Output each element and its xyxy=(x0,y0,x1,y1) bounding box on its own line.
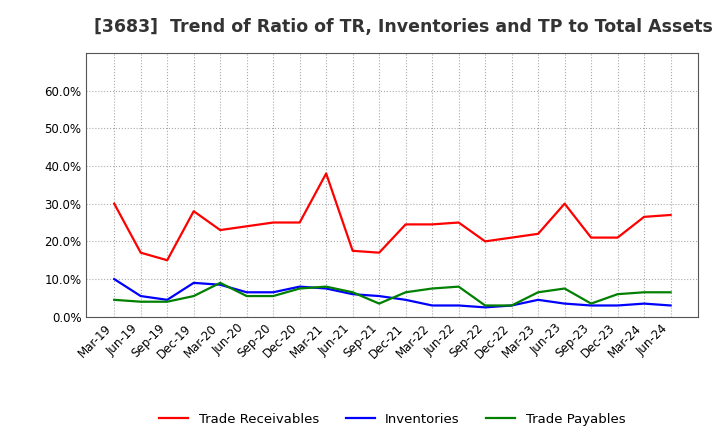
Inventories xyxy=(322,286,330,291)
Trade Payables xyxy=(640,290,649,295)
Inventories xyxy=(348,292,357,297)
Text: [3683]  Trend of Ratio of TR, Inventories and TP to Total Assets: [3683] Trend of Ratio of TR, Inventories… xyxy=(94,18,713,36)
Trade Payables xyxy=(508,303,516,308)
Trade Receivables xyxy=(508,235,516,240)
Trade Receivables xyxy=(269,220,277,225)
Inventories xyxy=(269,290,277,295)
Trade Payables xyxy=(163,299,171,304)
Trade Payables xyxy=(613,292,622,297)
Trade Receivables xyxy=(136,250,145,255)
Trade Receivables xyxy=(534,231,542,236)
Trade Payables xyxy=(110,297,119,302)
Legend: Trade Receivables, Inventories, Trade Payables: Trade Receivables, Inventories, Trade Pa… xyxy=(154,408,631,432)
Trade Payables xyxy=(269,293,277,299)
Inventories xyxy=(587,303,595,308)
Trade Receivables xyxy=(613,235,622,240)
Trade Receivables xyxy=(428,222,436,227)
Trade Receivables xyxy=(295,220,304,225)
Trade Payables xyxy=(481,303,490,308)
Inventories xyxy=(110,276,119,282)
Trade Receivables xyxy=(587,235,595,240)
Trade Receivables xyxy=(348,248,357,253)
Inventories xyxy=(163,297,171,302)
Inventories xyxy=(534,297,542,302)
Trade Receivables xyxy=(640,214,649,220)
Trade Payables xyxy=(401,290,410,295)
Trade Receivables xyxy=(401,222,410,227)
Trade Receivables xyxy=(322,171,330,176)
Trade Receivables xyxy=(560,201,569,206)
Inventories xyxy=(295,284,304,289)
Inventories xyxy=(243,290,251,295)
Trade Receivables xyxy=(375,250,384,255)
Trade Receivables xyxy=(481,239,490,244)
Trade Payables xyxy=(136,299,145,304)
Trade Receivables xyxy=(454,220,463,225)
Line: Trade Payables: Trade Payables xyxy=(114,283,670,305)
Trade Payables xyxy=(243,293,251,299)
Line: Trade Receivables: Trade Receivables xyxy=(114,173,670,260)
Trade Payables xyxy=(454,284,463,289)
Inventories xyxy=(401,297,410,302)
Trade Payables xyxy=(560,286,569,291)
Trade Payables xyxy=(295,286,304,291)
Inventories xyxy=(640,301,649,306)
Inventories xyxy=(375,293,384,299)
Trade Payables xyxy=(666,290,675,295)
Trade Receivables xyxy=(189,209,198,214)
Inventories xyxy=(613,303,622,308)
Inventories xyxy=(481,305,490,310)
Trade Receivables xyxy=(163,257,171,263)
Inventories xyxy=(666,303,675,308)
Inventories xyxy=(454,303,463,308)
Trade Payables xyxy=(322,284,330,289)
Inventories xyxy=(216,282,225,287)
Inventories xyxy=(428,303,436,308)
Trade Payables xyxy=(587,301,595,306)
Trade Receivables xyxy=(666,213,675,218)
Trade Payables xyxy=(534,290,542,295)
Trade Payables xyxy=(375,301,384,306)
Trade Receivables xyxy=(110,201,119,206)
Inventories xyxy=(136,293,145,299)
Inventories xyxy=(189,280,198,286)
Trade Payables xyxy=(428,286,436,291)
Line: Inventories: Inventories xyxy=(114,279,670,308)
Trade Payables xyxy=(216,280,225,286)
Trade Payables xyxy=(348,290,357,295)
Inventories xyxy=(508,303,516,308)
Trade Receivables xyxy=(243,224,251,229)
Trade Payables xyxy=(189,293,198,299)
Inventories xyxy=(560,301,569,306)
Trade Receivables xyxy=(216,227,225,233)
